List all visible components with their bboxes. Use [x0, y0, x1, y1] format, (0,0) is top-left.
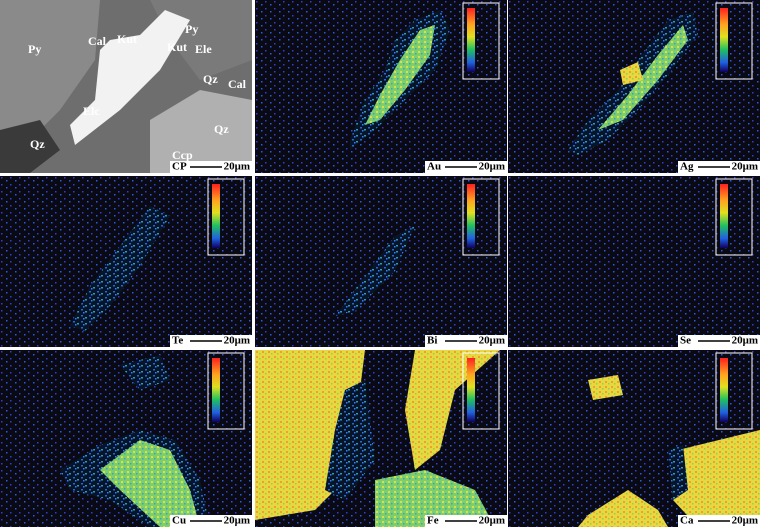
panel: Au 20μm	[255, 0, 507, 173]
scale-text: 20μm	[732, 161, 758, 173]
color-scale	[467, 358, 475, 422]
panel-label: Se	[680, 335, 691, 347]
panel: Ag 20μm	[508, 0, 760, 173]
mineral-label: Qz	[30, 137, 45, 151]
mineral-label: Ele	[195, 42, 212, 56]
phase-region	[588, 375, 623, 400]
mineral-label: Ccp	[172, 148, 193, 162]
scale-text: 20μm	[479, 161, 505, 173]
scale-text: 20μm	[224, 515, 250, 527]
color-scale-box	[715, 2, 753, 80]
panel-label: Ag	[680, 161, 694, 173]
color-scale-box	[715, 352, 753, 430]
color-scale-box	[462, 352, 500, 430]
panel: CP 20μm	[0, 0, 252, 173]
mineral-label: Cal	[228, 77, 247, 91]
color-scale	[467, 8, 475, 72]
panel: Te 20μm	[0, 176, 252, 347]
mineral-label: Kut	[117, 32, 137, 46]
phase-region	[335, 226, 415, 316]
scale-text: 20μm	[732, 335, 758, 347]
mineral-label: Kut	[167, 40, 187, 54]
mineral	[150, 90, 252, 173]
color-scale-box	[207, 352, 245, 430]
color-scale-box	[462, 2, 500, 80]
phase-region	[598, 25, 688, 130]
mineral	[0, 120, 60, 173]
phase-region	[405, 350, 500, 470]
phase-region	[365, 25, 435, 125]
panel-label: Fe	[427, 515, 439, 527]
phase-region	[70, 206, 170, 331]
phase-region	[120, 355, 170, 390]
color-scale	[720, 184, 728, 248]
panel-label: Te	[172, 335, 183, 347]
panel: Ca 20μm	[508, 350, 760, 527]
color-scale	[212, 358, 220, 422]
color-scale	[467, 184, 475, 248]
panel-label: CP	[172, 161, 187, 173]
color-scale	[212, 184, 220, 248]
phase-region	[325, 380, 375, 500]
mineral	[0, 0, 100, 160]
phase-region	[375, 470, 495, 527]
color-scale	[720, 8, 728, 72]
scale-text: 20μm	[479, 335, 505, 347]
color-scale-box	[462, 178, 500, 256]
mineral-label: Py	[28, 42, 41, 56]
scale-text: 20μm	[732, 515, 758, 527]
panel-label: Ca	[680, 515, 694, 527]
phase-region	[668, 445, 688, 500]
mineral	[70, 10, 190, 145]
panel-label: Bi	[427, 335, 437, 347]
scale-text: 20μm	[479, 515, 505, 527]
panel: Bi 20μm	[255, 176, 507, 347]
color-scale-box	[715, 178, 753, 256]
scale-text: 20μm	[224, 161, 250, 173]
phase-region	[673, 430, 760, 527]
scale-text: 20μm	[224, 335, 250, 347]
mineral-label: Qz	[214, 122, 229, 136]
panel-label: Cu	[172, 515, 186, 527]
panel: Se 20μm	[508, 176, 760, 347]
panel-label: Au	[427, 161, 441, 173]
map-background	[508, 176, 760, 347]
mineral-label: Elc	[83, 104, 100, 118]
panel: Fe 20μm	[255, 350, 507, 527]
color-scale	[720, 358, 728, 422]
phase-region	[100, 440, 200, 527]
color-scale-box	[207, 178, 245, 256]
mineral-label: Cal	[88, 34, 107, 48]
mineral-label: Py	[185, 22, 198, 36]
panel: Cu 20μm	[0, 350, 252, 527]
phase-region	[578, 490, 668, 527]
phase-region	[620, 62, 643, 85]
mineral-label: Qz	[203, 72, 218, 86]
